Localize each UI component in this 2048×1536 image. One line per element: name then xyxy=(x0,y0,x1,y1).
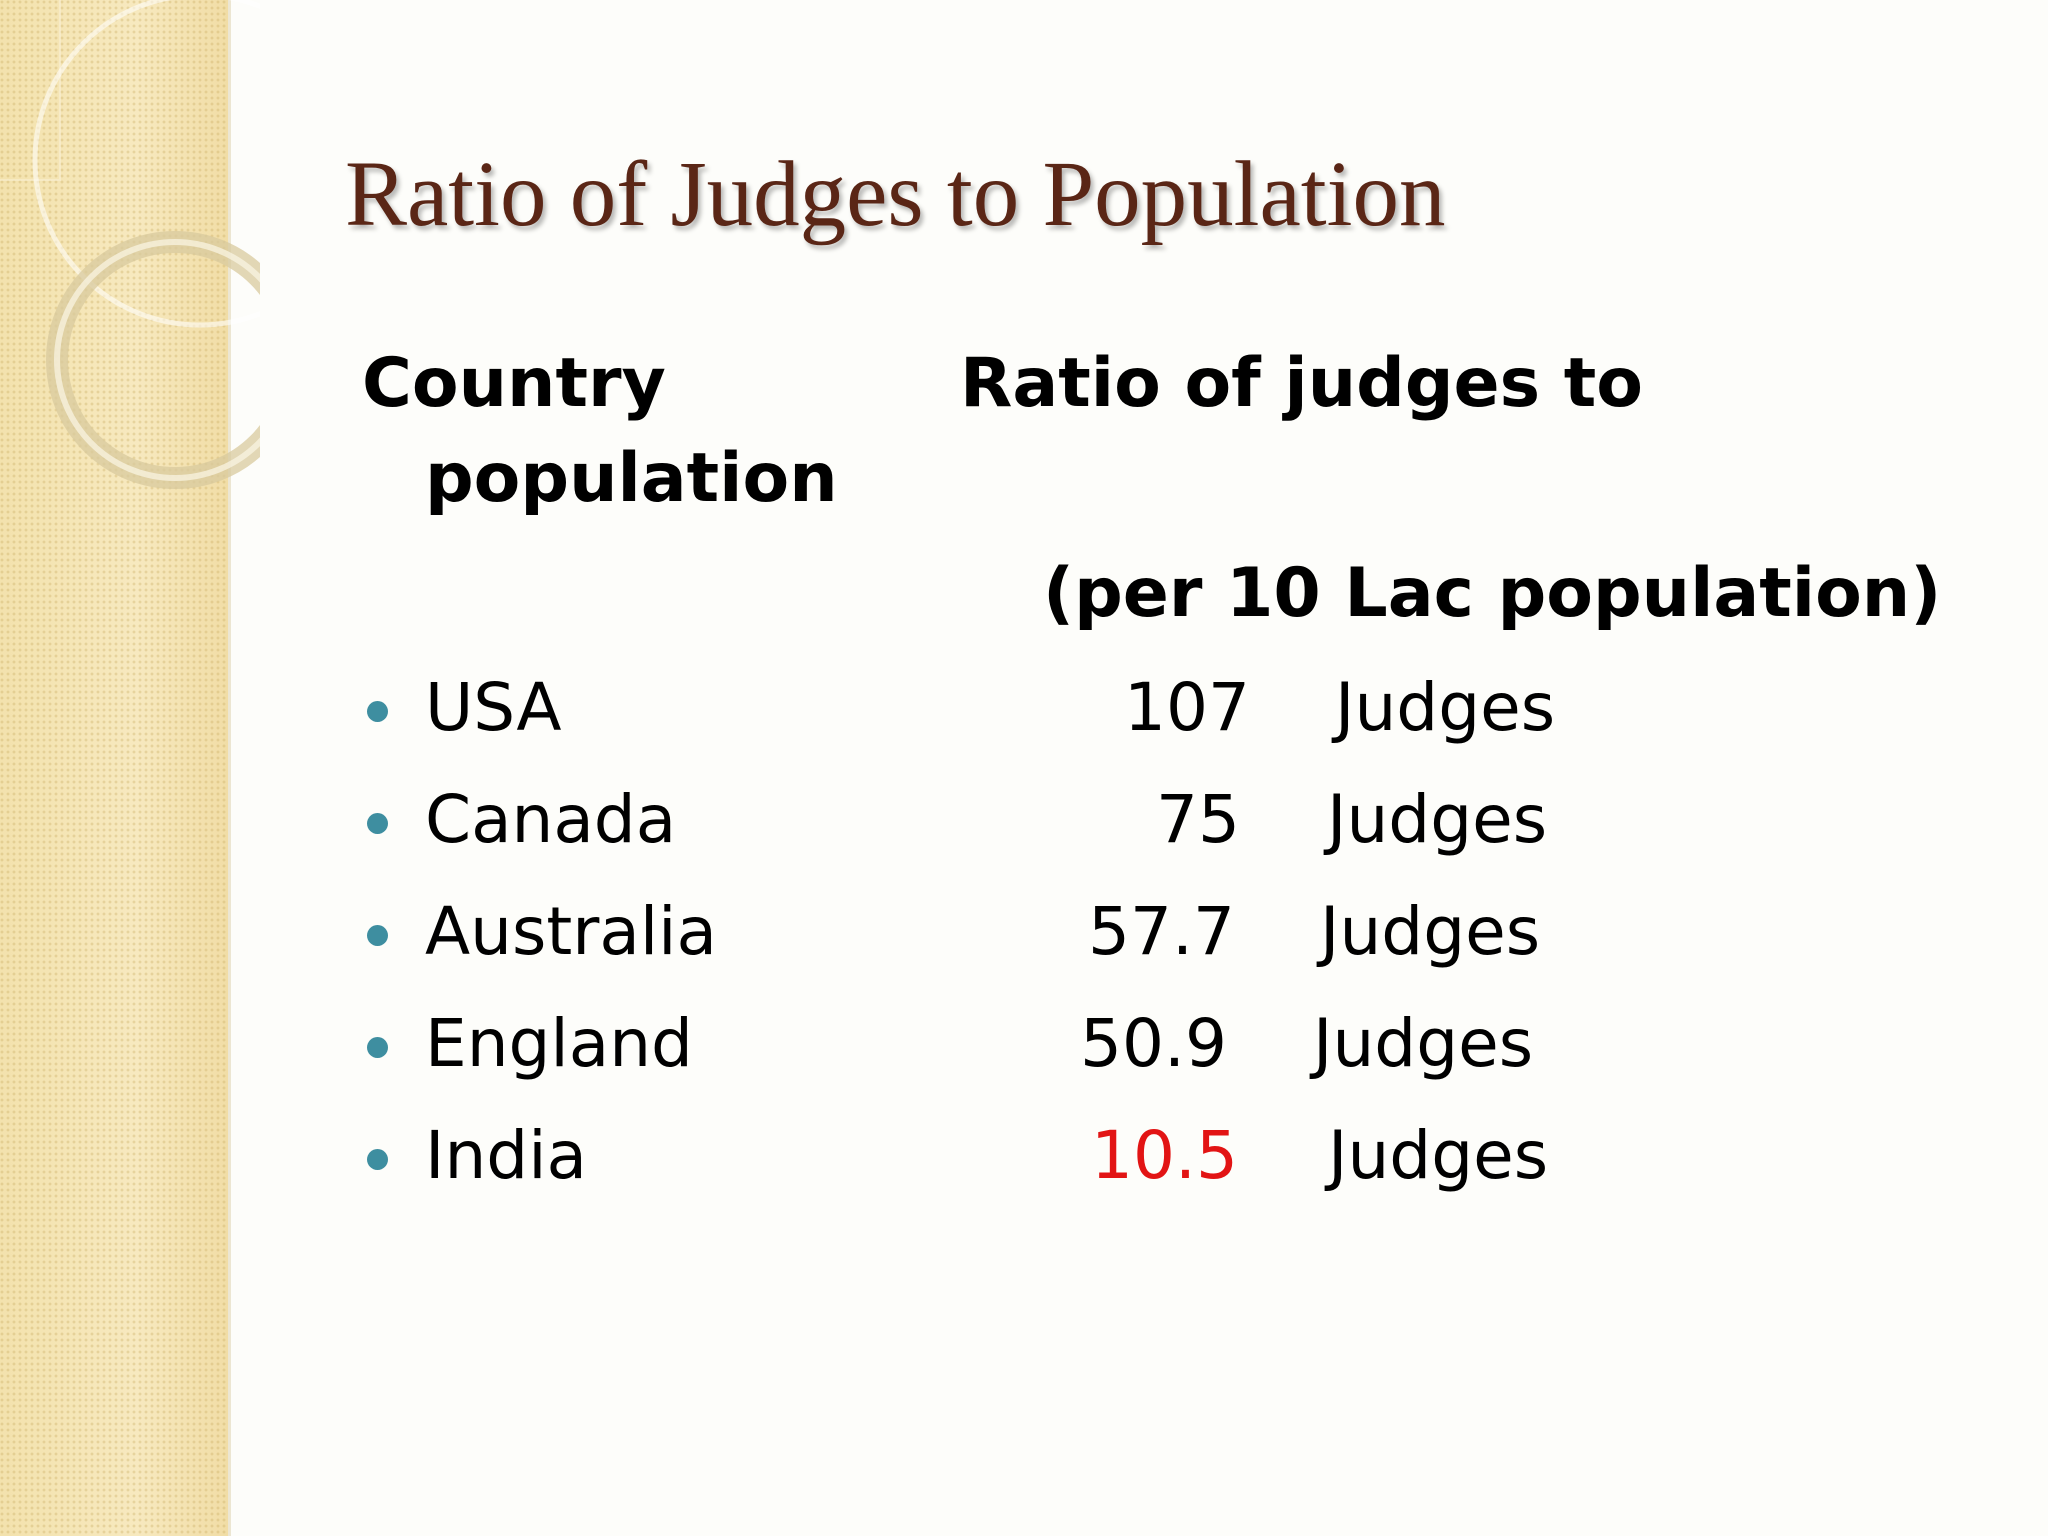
judges-unit: Judges xyxy=(1327,781,1548,858)
judges-ratio-value: 107 xyxy=(1124,669,1250,746)
judges-ratio-value: 50.9 xyxy=(1080,1005,1227,1082)
list-item: Canada 75 Judges xyxy=(0,777,2048,867)
judges-ratio-value-highlight: 10.5 xyxy=(1091,1117,1238,1194)
slide-title: Ratio of Judges to Population xyxy=(345,143,1446,246)
country-name: Canada xyxy=(425,781,677,858)
judges-ratio-value: 57.7 xyxy=(1088,893,1235,970)
judges-unit: Judges xyxy=(1328,1117,1549,1194)
judges-unit: Judges xyxy=(1313,1005,1534,1082)
country-name: Australia xyxy=(425,893,717,970)
judges-unit: Judges xyxy=(1320,893,1541,970)
list-item: USA 107 Judges xyxy=(0,665,2048,755)
side-panel-edge xyxy=(228,0,231,1536)
header-ratio: Ratio of judges to xyxy=(960,344,1643,423)
bullet-icon xyxy=(367,701,388,722)
list-item: Australia 57.7 Judges xyxy=(0,889,2048,979)
header-per-10-lac: (per 10 Lac population) xyxy=(1043,554,1942,633)
decorative-rings xyxy=(0,0,260,489)
header-population: population xyxy=(425,439,838,518)
header-country: Country xyxy=(362,344,666,423)
list-item: India 10.5 Judges xyxy=(0,1113,2048,1203)
country-name: USA xyxy=(425,669,562,746)
bullet-icon xyxy=(367,1149,388,1170)
country-name: India xyxy=(425,1117,587,1194)
country-name: England xyxy=(425,1005,693,1082)
bullet-icon xyxy=(367,813,388,834)
bullet-icon xyxy=(367,1037,388,1058)
judges-unit: Judges xyxy=(1335,669,1556,746)
judges-ratio-value: 75 xyxy=(1156,781,1240,858)
bullet-icon xyxy=(367,925,388,946)
list-item: England 50.9 Judges xyxy=(0,1001,2048,1091)
